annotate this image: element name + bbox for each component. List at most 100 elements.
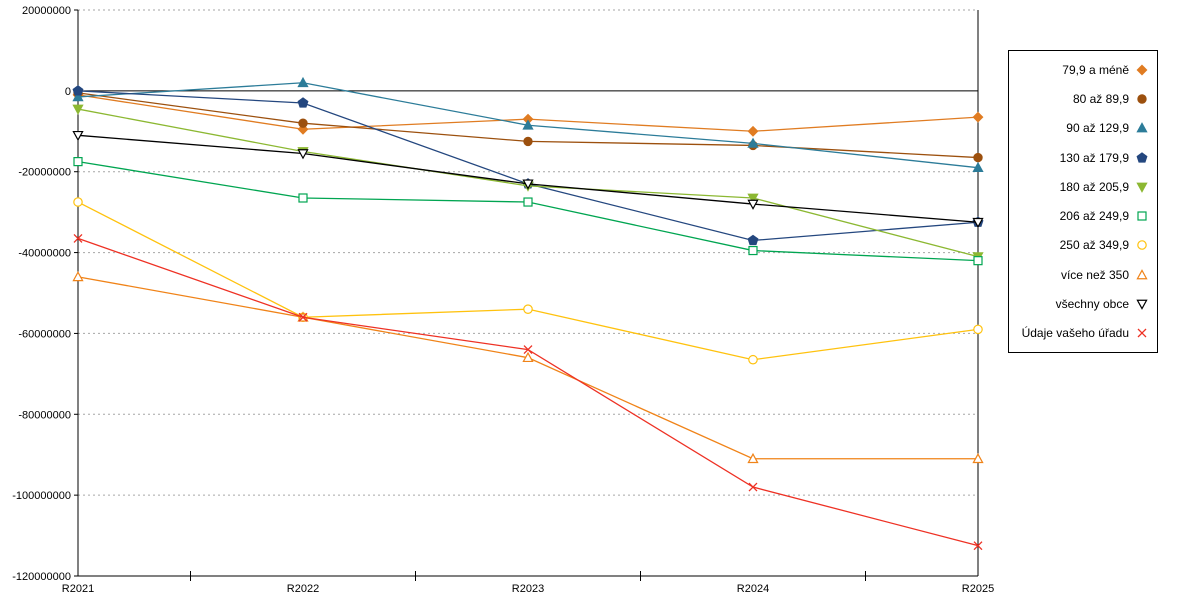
series-marker <box>72 104 84 115</box>
y-tick-label: 20000000 <box>22 5 71 17</box>
legend-item-8: všechny obce <box>1015 297 1149 311</box>
series-marker <box>72 270 84 282</box>
legend-marker-icon <box>1136 151 1148 163</box>
series-marker <box>748 245 758 256</box>
chart-legend: 79,9 a méně 80 až 89,9 90 až 129,9 130 až 1… <box>1008 50 1158 353</box>
legend-marker-icon <box>1137 94 1147 104</box>
series-marker <box>1137 240 1147 251</box>
y-tick-label: -60000000 <box>18 328 71 340</box>
y-tick-label: -40000000 <box>18 248 71 260</box>
legend-label: 250 až 349,9 <box>1059 238 1129 253</box>
legend-label: více než 350 <box>1060 267 1129 282</box>
series-marker <box>297 97 309 108</box>
series-marker <box>1136 151 1148 163</box>
series-marker <box>973 256 983 266</box>
legend-item-6: 250 až 349,9 <box>1015 238 1149 252</box>
series-9 <box>73 233 983 551</box>
series-marker <box>72 91 84 102</box>
legend-marker-icon <box>1136 122 1148 133</box>
series-marker <box>972 452 984 464</box>
legend-marker-icon <box>1136 299 1148 310</box>
series-8 <box>72 130 984 229</box>
series-marker <box>73 157 83 167</box>
legend-label: všechny obce <box>1055 297 1129 312</box>
series-marker <box>972 111 984 123</box>
x-tick-label: R2021 <box>62 583 94 595</box>
series-marker <box>522 351 534 363</box>
legend-marker-icon <box>1137 240 1147 251</box>
legend-marker-icon <box>1136 64 1148 76</box>
legend-item-0: 79,9 a méně <box>1015 63 1149 77</box>
series-marker <box>973 541 983 551</box>
series-marker <box>748 354 758 365</box>
series-marker <box>523 197 533 207</box>
series-line <box>77 201 979 361</box>
series-marker <box>522 179 534 190</box>
series-marker <box>972 217 984 229</box>
series-marker <box>747 452 759 464</box>
series-marker <box>973 152 983 163</box>
legend-label: 180 až 205,9 <box>1059 179 1129 194</box>
legend-item-7: více než 350 <box>1015 268 1149 282</box>
y-tick-label: 0 <box>65 86 71 98</box>
series-marker <box>748 482 758 492</box>
y-tick-label: -20000000 <box>18 167 71 179</box>
series-line <box>77 237 979 547</box>
series-marker <box>72 130 84 142</box>
legend-item-5: 206 až 249,9 <box>1015 209 1149 223</box>
series-marker <box>73 197 83 207</box>
series-marker <box>523 304 533 314</box>
series-line <box>77 90 979 242</box>
series-marker <box>1136 299 1148 310</box>
legend-marker-icon <box>1136 268 1148 280</box>
legend-label: 90 až 129,9 <box>1066 121 1129 136</box>
legend-label: Údaje vašeho úřadu <box>1021 326 1129 341</box>
x-tick-label: R2024 <box>737 583 769 595</box>
series-marker <box>1137 211 1147 221</box>
x-tick-label: R2023 <box>512 583 544 595</box>
series-marker <box>1137 94 1147 104</box>
series-marker <box>1136 268 1148 280</box>
series-marker <box>298 193 308 203</box>
series-2 <box>72 76 984 173</box>
series-marker <box>1136 64 1148 76</box>
series-marker <box>523 136 533 147</box>
legend-label: 130 až 179,9 <box>1059 150 1129 165</box>
legend-marker-icon <box>1137 328 1147 338</box>
series-marker <box>973 324 983 335</box>
series-7 <box>72 270 984 464</box>
series-marker <box>747 199 759 210</box>
series-marker <box>522 119 534 130</box>
series-marker <box>747 137 759 148</box>
series-marker <box>747 234 759 246</box>
series-line <box>77 276 978 460</box>
legend-marker-icon <box>1136 182 1148 193</box>
series-marker <box>972 161 984 173</box>
series-3 <box>72 85 984 246</box>
series-marker <box>1136 182 1148 193</box>
legend-item-1: 80 až 89,9 <box>1015 92 1149 106</box>
legend-label: 80 až 89,9 <box>1072 91 1129 106</box>
series-marker <box>297 123 309 135</box>
series-marker <box>298 312 308 322</box>
series-marker <box>747 193 759 204</box>
x-tick-label: R2022 <box>287 583 319 595</box>
y-tick-label: -120000000 <box>12 571 71 583</box>
series-marker <box>297 76 309 88</box>
legend-item-2: 90 až 129,9 <box>1015 121 1149 135</box>
legend-item-9: Údaje vašeho úřadu <box>1015 326 1149 340</box>
series-5 <box>73 157 983 266</box>
legend-marker-icon <box>1137 211 1147 221</box>
series-marker <box>297 149 309 160</box>
legend-label: 206 až 249,9 <box>1059 209 1129 224</box>
series-marker <box>298 118 308 128</box>
series-marker <box>1136 122 1148 133</box>
series-marker <box>73 233 83 243</box>
series-marker <box>747 125 759 137</box>
series-marker <box>1137 328 1147 338</box>
y-tick-label: -80000000 <box>18 409 71 421</box>
y-tick-label: -100000000 <box>12 490 71 502</box>
legend-item-4: 180 až 205,9 <box>1015 180 1149 194</box>
